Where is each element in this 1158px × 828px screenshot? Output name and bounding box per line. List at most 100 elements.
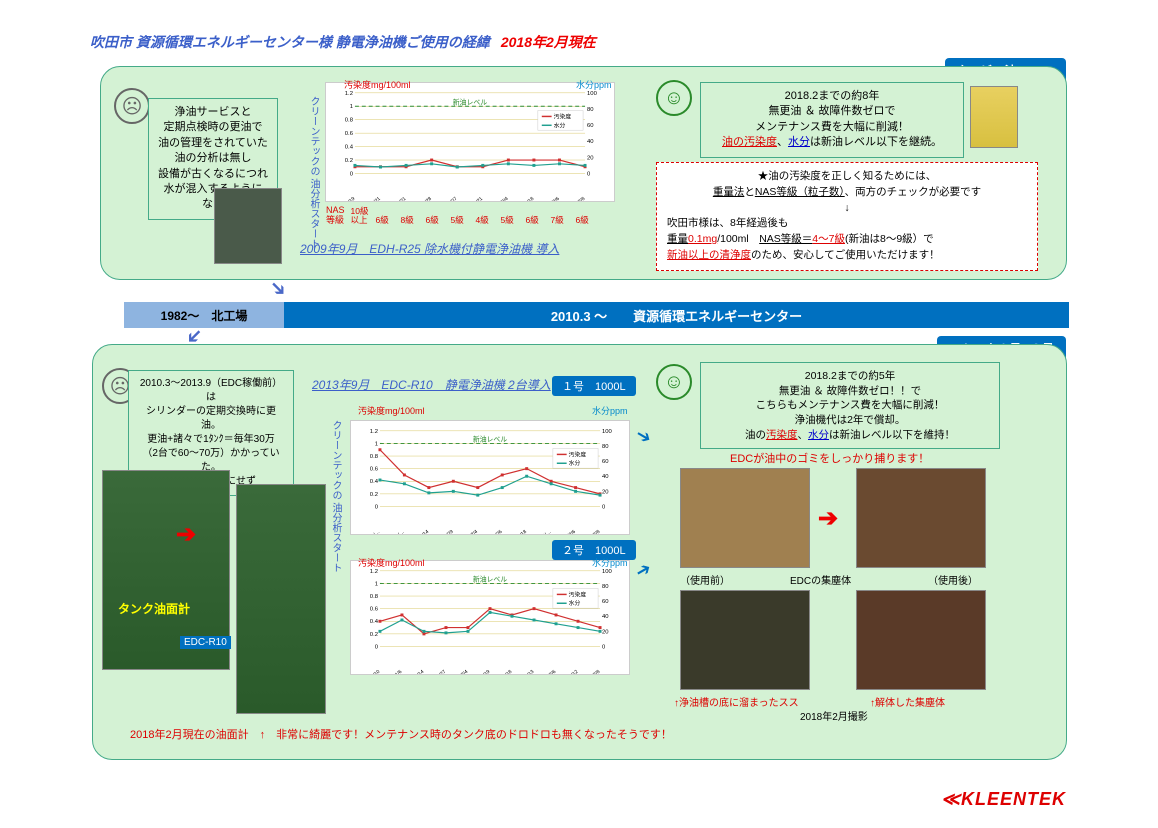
svg-text:2018/2/8: 2018/2/8	[568, 196, 587, 201]
result-box-1: 2018.2までの約8年 無更油 ＆ 故障件数ゼロで メンテナンス費を大幅に削減…	[700, 82, 964, 158]
equipment-link-2: 2013年9月 EDC-R10 静電浄油機 2台導入	[312, 376, 551, 393]
photo-soot	[680, 590, 810, 690]
svg-text:60: 60	[602, 459, 609, 465]
svg-text:100: 100	[602, 569, 613, 575]
cap-mid: EDCの集塵体	[790, 572, 851, 587]
red-arrow-2: ➔	[818, 504, 838, 533]
svg-text:水分: 水分	[569, 599, 581, 607]
svg-text:80: 80	[602, 584, 609, 590]
svg-text:2016/2/18: 2016/2/18	[515, 196, 536, 201]
nas-row: NAS 等級 10級以上6級8級6級5級4級5級6級7級6級	[326, 206, 616, 226]
svg-text:2016/2/18: 2016/2/18	[493, 669, 514, 674]
svg-text:2013/9/10: 2013/9/10	[361, 669, 382, 674]
timeline-seg1: 1982～ 北工場	[124, 302, 284, 328]
chart1-title-l: 汚染度mg/100ml	[344, 78, 411, 91]
vtext-2: クリーンテックの 油分析スタート	[328, 420, 343, 573]
svg-text:汚染度: 汚染度	[554, 112, 572, 120]
svg-text:1.2: 1.2	[370, 429, 378, 435]
svg-text:0.4: 0.4	[370, 479, 379, 485]
svg-text:80: 80	[602, 444, 609, 450]
photo-edc-before	[680, 468, 810, 568]
svg-text:2014/8/29: 2014/8/29	[434, 529, 455, 534]
photo-equipment-1	[214, 188, 282, 264]
cap2-b: ↑解体した集塵体	[870, 694, 945, 709]
note-box-1: ★油の汚染度を正しく知るためには、 重量法とNAS等級（粒子数）、両方のチェック…	[656, 162, 1038, 271]
edc-title: EDCが油中のゴミをしっかり捕ります！	[730, 450, 929, 466]
svg-text:0: 0	[350, 171, 354, 177]
svg-text:0.2: 0.2	[345, 158, 353, 164]
svg-text:1: 1	[375, 581, 378, 587]
svg-text:汚染度: 汚染度	[569, 450, 587, 458]
svg-text:0.4: 0.4	[370, 619, 379, 625]
sad-face-1: ☹	[114, 88, 150, 124]
happy-face-2: ☺	[656, 364, 692, 400]
svg-text:2011/2/21: 2011/2/21	[387, 196, 408, 201]
svg-text:1: 1	[375, 441, 378, 447]
svg-text:0: 0	[587, 171, 591, 177]
svg-text:80: 80	[587, 107, 594, 113]
svg-text:0.6: 0.6	[345, 131, 354, 137]
svg-text:60: 60	[602, 599, 609, 605]
svg-text:0.2: 0.2	[370, 492, 378, 498]
svg-text:100: 100	[602, 429, 613, 435]
date2: 2018年2月撮影	[800, 708, 868, 723]
svg-text:60: 60	[587, 123, 594, 129]
svg-text:2015/8/19: 2015/8/19	[471, 669, 492, 674]
svg-text:2017/2/6: 2017/2/6	[558, 529, 577, 534]
timeline-seg2: 2010.3 ～ 資源循環エネルギーセンター	[284, 302, 1069, 328]
photo-oil-sample	[970, 86, 1018, 148]
svg-text:2014/8/27: 2014/8/27	[427, 669, 448, 674]
svg-text:0.8: 0.8	[345, 118, 354, 124]
svg-text:2015/2/4: 2015/2/4	[491, 196, 510, 201]
timeline: 1982～ 北工場 2010.3 ～ 資源循環エネルギーセンター	[124, 302, 1069, 328]
bottom-note: 2018年2月現在の油面計 ↑ 非常に綺麗です！メンテナンス時のタンク底のドロド…	[130, 726, 672, 742]
svg-text:2017/2/6: 2017/2/6	[542, 196, 561, 201]
svg-text:20: 20	[602, 629, 609, 635]
svg-text:水分: 水分	[569, 459, 581, 467]
title-main: 吹田市 資源循環エネルギーセンター様 静電浄油機ご使用の経緯	[90, 34, 490, 50]
svg-text:2016/7/13: 2016/7/13	[515, 669, 536, 674]
unit-tag-1: １号 1000L	[552, 376, 636, 396]
svg-text:40: 40	[587, 139, 594, 145]
tank-label: タンク油面計	[118, 600, 190, 617]
svg-text:2014/1/14: 2014/1/14	[405, 669, 426, 674]
svg-text:0.8: 0.8	[370, 454, 379, 460]
svg-text:40: 40	[602, 474, 609, 480]
page-title: 吹田市 資源循環エネルギーセンター様 静電浄油機ご使用の経緯 2018年2月現在	[90, 32, 596, 52]
chart-2: 00.20.40.60.811.2020406080100新油レベル2013/9…	[350, 420, 630, 535]
svg-text:1: 1	[350, 104, 353, 110]
svg-text:2015/2/4: 2015/2/4	[461, 529, 480, 534]
svg-text:2013/11/6: 2013/11/6	[383, 669, 404, 674]
svg-text:新油レベル: 新油レベル	[453, 97, 488, 106]
svg-text:2018/2/8: 2018/2/8	[583, 529, 602, 534]
svg-text:0: 0	[602, 504, 606, 510]
chart2-title-l: 汚染度mg/100ml	[358, 404, 425, 417]
svg-text:新油レベル: 新油レベル	[473, 574, 507, 583]
happy-face-1: ☺	[656, 80, 692, 116]
photo-edc-after	[856, 468, 986, 568]
svg-text:2014/2/21: 2014/2/21	[463, 196, 484, 201]
svg-text:100: 100	[587, 91, 598, 97]
svg-text:2015/2/4: 2015/2/4	[451, 669, 470, 674]
svg-text:0: 0	[375, 504, 379, 510]
svg-text:2010/1/19: 2010/1/19	[336, 196, 357, 201]
svg-text:2016/2/18: 2016/2/18	[507, 529, 528, 534]
svg-text:20: 20	[602, 489, 609, 495]
svg-text:0.2: 0.2	[370, 632, 378, 638]
cap2-a: ↑浄油槽の底に溜まったスス	[674, 694, 799, 709]
svg-text:0: 0	[602, 644, 606, 650]
title-date: 2018年2月現在	[501, 34, 596, 50]
svg-text:0.4: 0.4	[345, 145, 354, 151]
svg-text:2017/2/6: 2017/2/6	[539, 669, 558, 674]
equipment-link-1: 2009年9月 EDH-R25 除水機付静電浄油機 導入	[300, 240, 559, 257]
svg-text:2014/1/14: 2014/1/14	[410, 529, 431, 534]
svg-text:40: 40	[602, 614, 609, 620]
vtext-1: クリーンテックの 油分析スタート	[306, 96, 321, 249]
svg-text:0: 0	[375, 644, 379, 650]
svg-text:2016/7/…: 2016/7/…	[532, 529, 552, 534]
svg-text:2015/8/26: 2015/8/26	[483, 529, 504, 534]
svg-text:20: 20	[587, 155, 594, 161]
result-box-2: 2018.2までの約5年 無更油 ＆ 故障件数ゼロ！！で こちらもメンテナンス費…	[700, 362, 1000, 449]
kleentek-logo: ≪KLEENTEK	[941, 789, 1066, 810]
svg-text:2010/7/21: 2010/7/21	[361, 196, 382, 201]
